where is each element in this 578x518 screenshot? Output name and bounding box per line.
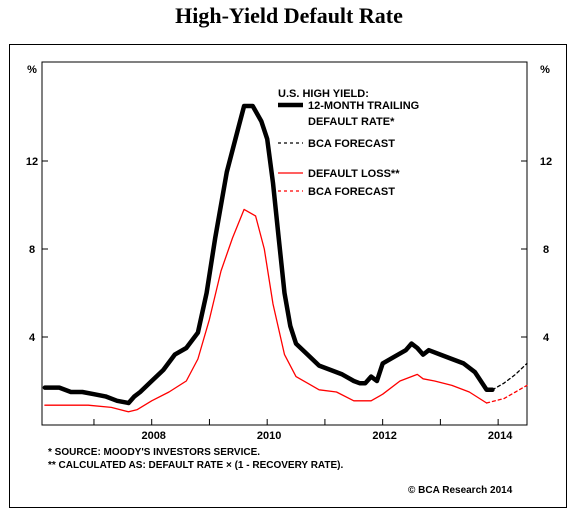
y-tick-label: 12 bbox=[540, 156, 552, 168]
legend-heading: U.S. HIGH YIELD: bbox=[278, 88, 369, 100]
plot-area bbox=[41, 61, 528, 426]
y-unit-left: % bbox=[27, 64, 37, 76]
y-unit-right: % bbox=[540, 64, 550, 76]
y-tick-label: 8 bbox=[29, 244, 35, 256]
y-tick-label: 4 bbox=[29, 332, 36, 344]
legend-label-default_rate: DEFAULT RATE* bbox=[308, 116, 395, 128]
legend-label-default_loss: DEFAULT LOSS** bbox=[308, 168, 400, 180]
x-tick-label: 2010 bbox=[257, 430, 281, 442]
x-tick-label: 2014 bbox=[488, 430, 513, 442]
footnote-calculation: ** CALCULATED AS: DEFAULT RATE × (1 - RE… bbox=[48, 460, 344, 471]
series-line-default_rate bbox=[42, 103, 495, 406]
copyright: © BCA Research 2014 bbox=[408, 485, 513, 496]
line-chart: % % 4 4 8 8 12 12 2008 2010 2012 2014 U.S. HIGH YIEL… bbox=[26, 61, 552, 442]
series-line-default_loss bbox=[44, 208, 488, 413]
chart-title: High-Yield Default Rate bbox=[175, 3, 403, 28]
legend-label-default_rate_forecast: BCA FORECAST bbox=[308, 138, 395, 150]
y-tick-label: 12 bbox=[26, 156, 38, 168]
footnote-source: * SOURCE: MOODY'S INVESTORS SERVICE. bbox=[48, 447, 261, 458]
x-tick-label: 2012 bbox=[372, 430, 396, 442]
legend-label-default_loss_forecast: BCA FORECAST bbox=[308, 186, 395, 198]
legend-label-default_rate: 12-MONTH TRAILING bbox=[308, 100, 419, 112]
x-tick-label: 2008 bbox=[141, 430, 165, 442]
series-line-default_rate_forecast bbox=[491, 362, 528, 391]
y-tick-label: 4 bbox=[543, 332, 550, 344]
y-tick-label: 8 bbox=[543, 244, 549, 256]
series-line-default_loss_forecast bbox=[485, 384, 528, 404]
chart-frame: %% 4 4 8 8 12 12 2008 2010 2012 2014 U.S. HIGH YIEL… bbox=[9, 44, 567, 508]
